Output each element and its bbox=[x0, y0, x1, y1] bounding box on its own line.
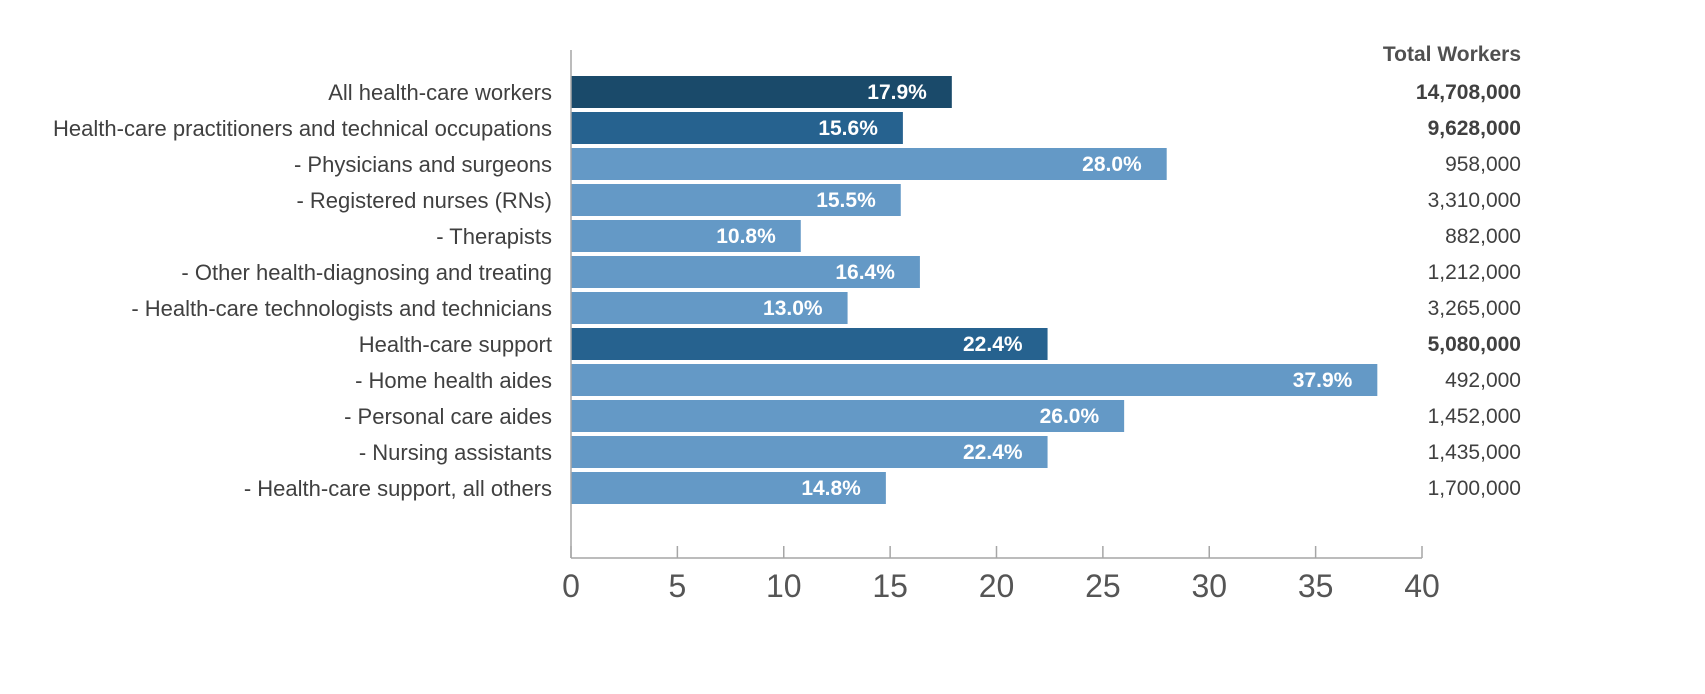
category-label: All health-care workers bbox=[328, 80, 552, 105]
bar bbox=[571, 220, 801, 252]
total-workers-value: 3,265,000 bbox=[1428, 297, 1521, 320]
bar bbox=[571, 256, 920, 288]
x-tick-label: 10 bbox=[766, 568, 802, 604]
category-label: - Other health-diagnosing and treating bbox=[181, 260, 552, 285]
bar bbox=[571, 400, 1125, 432]
total-workers-value: 1,452,000 bbox=[1428, 405, 1521, 428]
bar-value-label: 22.4% bbox=[963, 333, 1023, 356]
category-label: Health-care practitioners and technical … bbox=[53, 116, 552, 141]
category-label: - Personal care aides bbox=[344, 404, 552, 429]
bar bbox=[571, 184, 901, 216]
x-tick-label: 25 bbox=[1085, 568, 1121, 604]
bar-value-label: 16.4% bbox=[835, 261, 895, 284]
bar-value-label: 22.4% bbox=[963, 441, 1023, 464]
category-label: Health-care support bbox=[359, 332, 552, 357]
category-label: - Registered nurses (RNs) bbox=[296, 188, 552, 213]
bar bbox=[571, 364, 1378, 396]
x-tick-label: 0 bbox=[562, 568, 580, 604]
x-axis: 0 5 10 15 20 25 30 35 40 bbox=[562, 50, 1440, 604]
bar-value-label: 26.0% bbox=[1040, 405, 1100, 428]
x-tick-label: 40 bbox=[1404, 568, 1440, 604]
bar-value-label: 28.0% bbox=[1082, 153, 1142, 176]
category-label: - Health-care support, all others bbox=[244, 476, 552, 501]
bar-value-label: 37.9% bbox=[1293, 369, 1353, 392]
x-tick-label: 30 bbox=[1191, 568, 1227, 604]
bar bbox=[571, 76, 952, 108]
category-label: - Therapists bbox=[436, 224, 552, 249]
category-label: - Home health aides bbox=[355, 368, 552, 393]
category-label: - Physicians and surgeons bbox=[294, 152, 552, 177]
bar bbox=[571, 436, 1048, 468]
category-label: - Health-care technologists and technici… bbox=[131, 296, 552, 321]
bar-value-label: 17.9% bbox=[867, 81, 927, 104]
bar bbox=[571, 328, 1048, 360]
total-workers-value: 14,708,000 bbox=[1416, 81, 1521, 104]
bar-value-label: 14.8% bbox=[801, 477, 861, 500]
total-workers-value: 3,310,000 bbox=[1428, 189, 1521, 212]
bar bbox=[571, 148, 1167, 180]
total-workers-header: Total Workers bbox=[1383, 43, 1521, 66]
bar-value-label: 10.8% bbox=[716, 225, 776, 248]
bar-value-label: 13.0% bbox=[763, 297, 823, 320]
total-workers-value: 1,435,000 bbox=[1428, 441, 1521, 464]
total-workers-value: 492,000 bbox=[1445, 369, 1521, 392]
bar-value-label: 15.5% bbox=[816, 189, 876, 212]
x-tick-label: 20 bbox=[979, 568, 1015, 604]
total-workers-value: 1,700,000 bbox=[1428, 477, 1521, 500]
category-label: - Nursing assistants bbox=[359, 440, 552, 465]
total-workers-value: 5,080,000 bbox=[1428, 333, 1521, 356]
total-workers-value: 1,212,000 bbox=[1428, 261, 1521, 284]
x-tick-label: 15 bbox=[872, 568, 908, 604]
bar bbox=[571, 472, 886, 504]
bar bbox=[571, 112, 903, 144]
total-workers-value: 882,000 bbox=[1445, 225, 1521, 248]
bar bbox=[571, 292, 848, 324]
bars-layer: 17.9% 15.6% 28.0% 15.5% 10.8% 16.4% 13.0% 22.4%… bbox=[571, 76, 1378, 504]
x-tick-label: 35 bbox=[1298, 568, 1334, 604]
x-tick-label: 5 bbox=[668, 568, 686, 604]
category-labels: All health-care workers Health-care pract… bbox=[53, 80, 552, 501]
bar-value-label: 15.6% bbox=[818, 117, 878, 140]
total-workers-value: 9,628,000 bbox=[1428, 117, 1521, 140]
total-workers-column: Total Workers 14,708,000 9,628,000 958,000… bbox=[1383, 43, 1521, 500]
total-workers-value: 958,000 bbox=[1445, 153, 1521, 176]
